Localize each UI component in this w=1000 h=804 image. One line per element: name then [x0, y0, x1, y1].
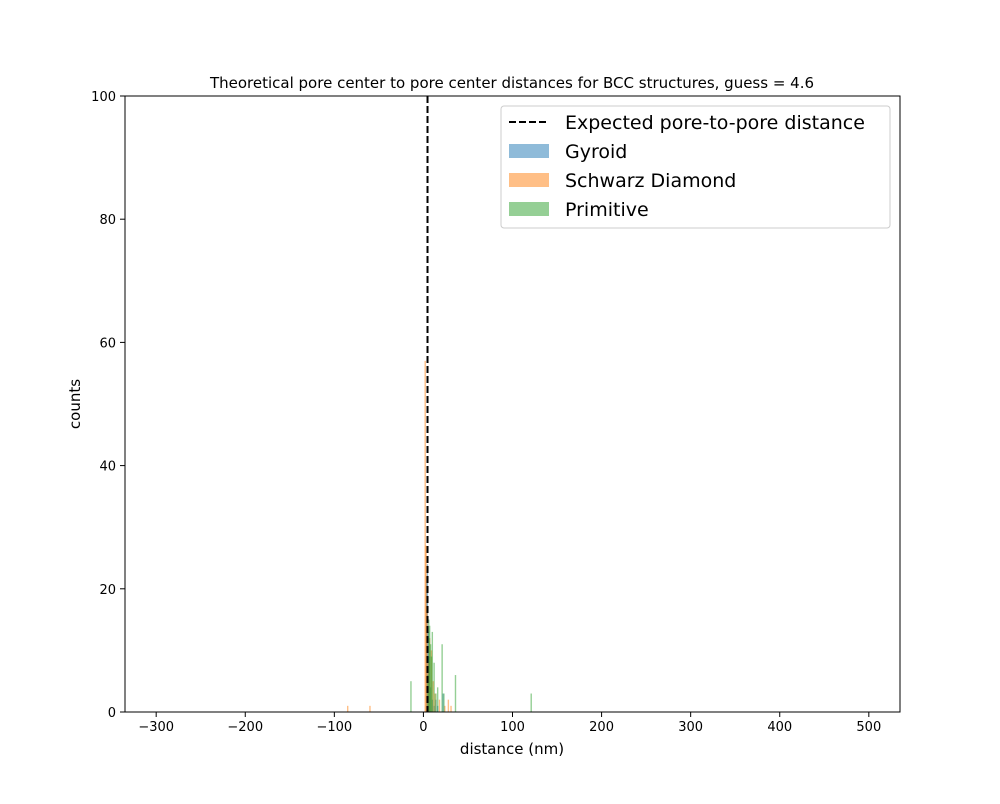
- x-tick-label: 500: [856, 720, 881, 735]
- y-tick-label: 20: [99, 583, 116, 598]
- histogram-bar-primitive: [428, 619, 430, 712]
- legend-swatch-primitive: [509, 202, 549, 216]
- legend-box: [500, 105, 891, 229]
- histogram-bar-primitive: [443, 693, 445, 712]
- legend-label-schwarz-diamond: Schwarz Diamond: [565, 170, 736, 192]
- histogram-bar-primitive: [429, 644, 432, 712]
- histogram-bar-primitive: [530, 693, 532, 712]
- histogram-bar-schwarz-diamond: [450, 705, 452, 712]
- legend-swatch-schwarz-diamond: [509, 173, 549, 187]
- histogram-bar-primitive: [441, 644, 443, 712]
- x-tick-label: 100: [500, 720, 525, 735]
- histogram-bar-schwarz-diamond: [424, 360, 426, 712]
- x-tick-label: 300: [678, 720, 703, 735]
- histogram-bar-gyroid: [442, 693, 444, 712]
- histogram-bar-primitive: [410, 681, 412, 712]
- histogram-bar-schwarz-diamond: [438, 699, 441, 712]
- histogram-bar-primitive: [435, 693, 437, 712]
- histogram-bar-schwarz-diamond: [425, 545, 427, 712]
- y-axis: 0 20 40 60 80 100: [91, 90, 125, 721]
- legend-label-primitive: Primitive: [565, 199, 649, 221]
- series-primitive: [410, 619, 532, 712]
- x-tick-label: 400: [767, 720, 792, 735]
- histogram-bar-primitive: [430, 656, 433, 712]
- y-tick-label: 100: [91, 90, 116, 105]
- legend-label-expected-line: Expected pore-to-pore distance: [565, 112, 865, 134]
- histogram-bar-primitive: [431, 631, 434, 712]
- x-tick-label: 0: [419, 720, 427, 735]
- histogram-bar-primitive: [433, 662, 435, 712]
- x-tick-label: −200: [227, 720, 263, 735]
- histogram-bar-primitive: [436, 687, 439, 712]
- histogram-bar-schwarz-diamond: [369, 705, 371, 712]
- y-axis-label: counts: [66, 379, 84, 429]
- y-tick-label: 60: [99, 336, 116, 351]
- histogram-bar-primitive: [428, 625, 431, 712]
- histogram-bar-primitive: [427, 675, 429, 712]
- x-tick-label: −100: [316, 720, 352, 735]
- legend: Expected pore-to-pore distance Gyroid Sc…: [500, 105, 891, 229]
- chart-title: Theoretical pore center to pore center d…: [209, 74, 814, 92]
- x-axis: −300 −200 −100 0 100 200 300 400 500: [138, 712, 881, 735]
- y-tick-label: 40: [99, 460, 116, 475]
- histogram-bar-primitive: [454, 675, 457, 712]
- x-tick-label: −300: [138, 720, 174, 735]
- legend-swatch-gyroid: [509, 144, 549, 158]
- legend-label-gyroid: Gyroid: [565, 141, 627, 163]
- histogram-bar-schwarz-diamond: [447, 699, 450, 712]
- histogram-bar-schwarz-diamond: [434, 693, 436, 712]
- y-tick-label: 0: [108, 706, 116, 721]
- x-axis-label: distance (nm): [460, 740, 564, 758]
- histogram-bar-schwarz-diamond: [444, 705, 446, 712]
- x-tick-label: 200: [589, 720, 614, 735]
- bars-layer: [347, 360, 532, 712]
- histogram-bar-schwarz-diamond: [432, 681, 434, 712]
- y-tick-label: 80: [99, 213, 116, 228]
- histogram-bar-schwarz-diamond: [347, 705, 349, 712]
